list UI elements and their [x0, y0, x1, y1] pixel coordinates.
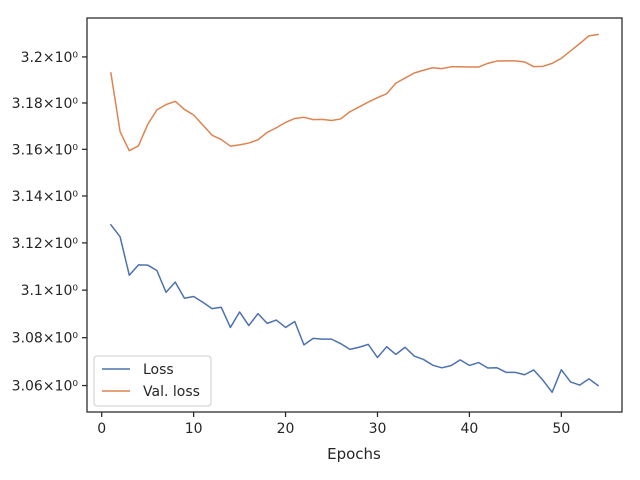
y-tick-label: 3.1×10⁰ — [21, 283, 79, 299]
x-axis-ticks: 0 10 20 30 40 50 — [97, 412, 570, 437]
y-tick-label: 3.08×10⁰ — [12, 331, 79, 347]
x-axis-title: Epochs — [327, 445, 381, 463]
plot-frame — [86, 17, 623, 413]
y-tick-label: 3.18×10⁰ — [12, 96, 79, 112]
x-tick-label: 50 — [552, 421, 570, 437]
x-tick-label: 40 — [460, 421, 478, 437]
y-tick-label: 3.2×10⁰ — [21, 50, 79, 66]
y-tick-label: 3.16×10⁰ — [12, 142, 79, 158]
x-tick-label: 0 — [97, 421, 106, 437]
legend: Loss Val. loss — [93, 355, 212, 407]
x-tick-label: 20 — [277, 421, 295, 437]
y-tick-label: 3.12×10⁰ — [12, 236, 79, 252]
legend-label-0: Loss — [143, 362, 174, 378]
y-tick-label: 3.14×10⁰ — [12, 189, 79, 205]
y-axis-ticks: 3.06×10⁰ 3.08×10⁰ 3.1×10⁰ 3.12×10⁰ 3.14×10⁰ 3… — [12, 50, 87, 395]
x-tick-label: 10 — [185, 421, 203, 437]
x-tick-label: 30 — [369, 421, 387, 437]
series-lines — [109, 33, 600, 394]
legend-label-1: Val. loss — [143, 384, 200, 400]
series-line-1 — [110, 33, 599, 152]
series-line-0 — [109, 223, 600, 394]
y-tick-label: 3.06×10⁰ — [12, 379, 79, 395]
